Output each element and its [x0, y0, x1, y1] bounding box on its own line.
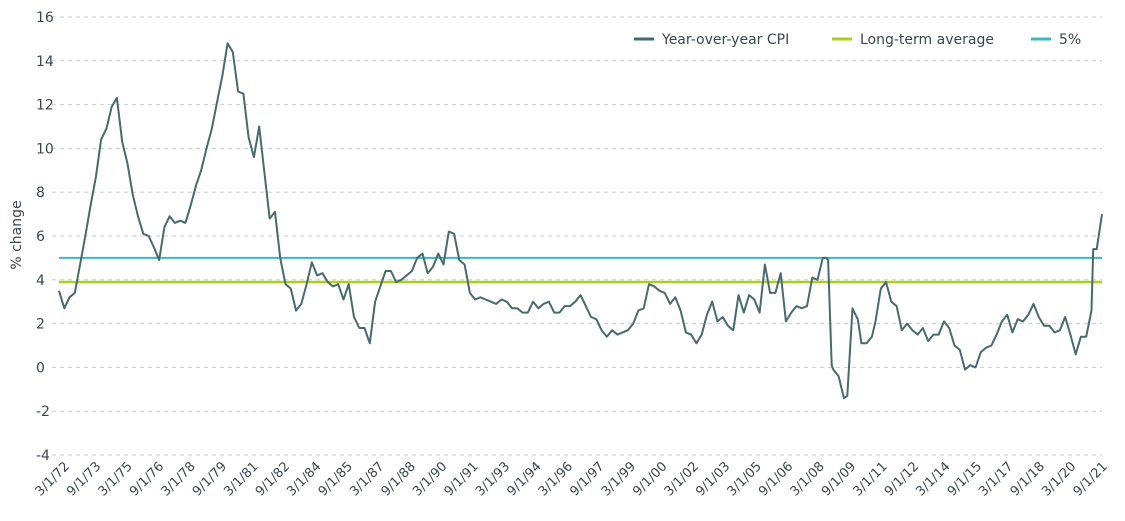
- x-tick-label: 9/1/09: [819, 459, 859, 499]
- legend-label: 5%: [1059, 32, 1081, 48]
- x-tick-label: 9/1/15: [945, 459, 985, 499]
- y-tick-label: 14: [36, 54, 54, 70]
- x-tick-label: 3/1/11: [850, 459, 890, 499]
- x-tick-label: 3/1/17: [976, 459, 1016, 499]
- legend-item-long-term-average: Long-term average: [832, 32, 994, 48]
- x-tick-label: 3/1/72: [33, 459, 73, 499]
- x-tick-label: 3/1/75: [96, 459, 136, 499]
- reference-lines: [59, 256, 1102, 284]
- x-tick-label: 9/1/85: [316, 459, 356, 499]
- legend-label: Year-over-year CPI: [661, 32, 789, 48]
- y-tick-label: 0: [36, 360, 45, 376]
- x-tick-label: 3/1/99: [599, 459, 639, 499]
- x-tick-label: 9/1/03: [693, 459, 733, 499]
- x-tick-label: 9/1/06: [756, 459, 796, 499]
- y-axis-ticks: 16 14 12 10 8 6 4 2 0 -2 -4: [36, 10, 54, 464]
- x-tick-label: 3/1/81: [221, 459, 261, 499]
- x-tick-label: 3/1/78: [158, 459, 198, 499]
- x-tick-label: 9/1/12: [882, 459, 922, 499]
- x-tick-label: 9/1/91: [442, 459, 482, 499]
- x-tick-label: 3/1/87: [347, 459, 387, 499]
- legend-item-cpi: Year-over-year CPI: [634, 32, 789, 48]
- gridlines: [52, 16, 1102, 456]
- x-tick-label: 3/1/20: [1039, 459, 1079, 499]
- x-tick-label: 3/1/93: [473, 459, 513, 499]
- x-tick-label: 9/1/76: [127, 459, 167, 499]
- x-tick-label: 9/1/73: [64, 459, 104, 499]
- legend: Year-over-year CPI Long-term average 5%: [634, 32, 1081, 48]
- y-tick-label: 4: [36, 273, 45, 289]
- x-tick-label: 3/1/84: [284, 459, 324, 499]
- y-tick-label: 12: [36, 98, 54, 114]
- series-lines: [58, 42, 1103, 400]
- x-tick-label: 9/1/00: [630, 459, 670, 499]
- cpi-series-line: [58, 42, 1103, 400]
- y-tick-label: -2: [36, 404, 50, 420]
- x-tick-label: 3/1/14: [913, 459, 953, 499]
- x-tick-label: 9/1/79: [190, 459, 230, 499]
- x-tick-label: 9/1/88: [379, 459, 419, 499]
- x-tick-label: 3/1/05: [725, 459, 765, 499]
- y-tick-label: 10: [36, 141, 54, 157]
- x-tick-label: 3/1/02: [662, 459, 702, 499]
- x-tick-label: 3/1/08: [788, 459, 828, 499]
- y-tick-label: 8: [36, 185, 45, 201]
- x-tick-label: 9/1/21: [1071, 459, 1111, 499]
- x-tick-label: 3/1/90: [410, 459, 450, 499]
- x-tick-label: 3/1/96: [536, 459, 576, 499]
- legend-item-five-percent: 5%: [1031, 32, 1081, 48]
- x-tick-label: 9/1/97: [567, 459, 607, 499]
- y-tick-label: 16: [36, 10, 54, 26]
- x-tick-label: 9/1/82: [253, 459, 293, 499]
- legend-label: Long-term average: [860, 32, 994, 48]
- y-tick-label: -4: [36, 448, 50, 464]
- x-tick-label: 9/1/94: [504, 459, 544, 499]
- x-axis-ticks: 3/1/729/1/733/1/759/1/763/1/789/1/793/1/…: [33, 459, 1111, 499]
- y-axis-label: % change: [9, 200, 25, 269]
- y-tick-label: 6: [36, 229, 45, 245]
- y-tick-label: 2: [36, 317, 45, 333]
- x-tick-label: 9/1/18: [1008, 459, 1048, 499]
